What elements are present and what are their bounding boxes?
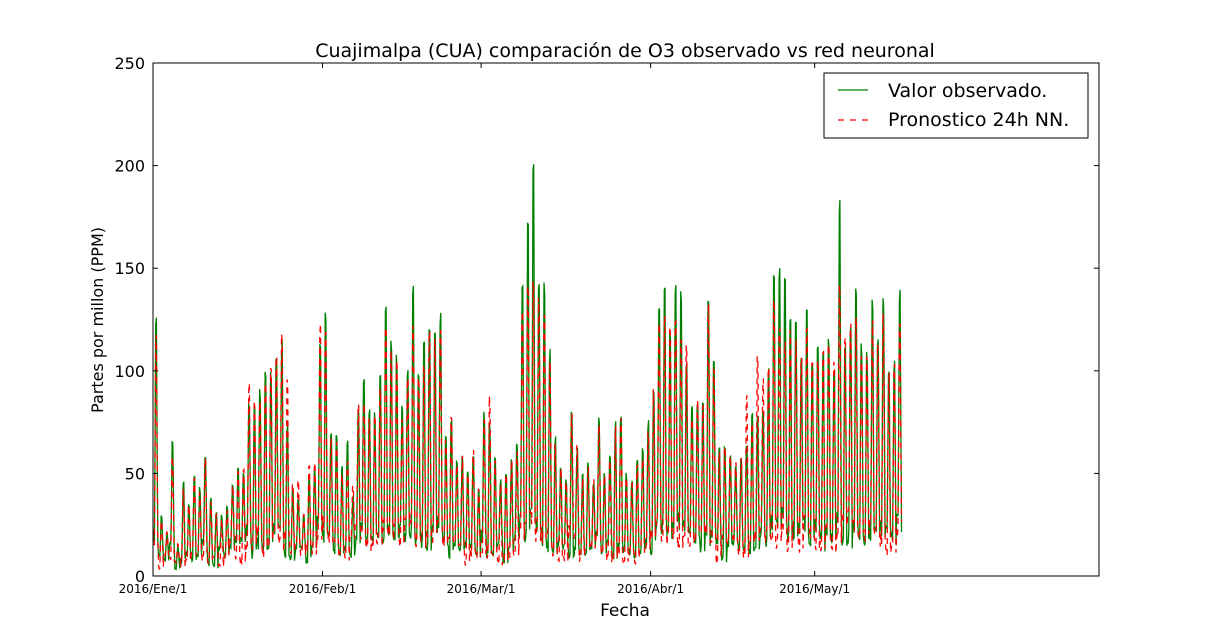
y-tick-label: 250 bbox=[114, 54, 145, 73]
series-line-pronostico bbox=[153, 281, 903, 570]
x-tick-label: 2016/Mar/1 bbox=[447, 582, 516, 596]
legend-box bbox=[823, 72, 1089, 139]
plot-frame bbox=[152, 62, 1100, 577]
legend-label-pronostico: Pronostico 24h NN. bbox=[888, 109, 1069, 131]
x-tick-label: 2016/Abr/1 bbox=[617, 582, 684, 596]
y-tick-label: 50 bbox=[125, 464, 145, 483]
x-tick-label: 2016/Ene/1 bbox=[119, 582, 188, 596]
x-axis-label: Fecha bbox=[600, 601, 650, 621]
legend-label-observado: Valor observado. bbox=[888, 80, 1047, 102]
x-tick-label: 2016/Feb/1 bbox=[289, 582, 357, 596]
y-tick-label: 0 bbox=[135, 567, 145, 586]
y-tick-label: 100 bbox=[114, 362, 145, 381]
y-tick-label: 150 bbox=[114, 259, 145, 278]
x-tick-label: 2016/May/1 bbox=[779, 582, 850, 596]
y-tick-label: 200 bbox=[114, 157, 145, 176]
legend: Valor observado. Pronostico 24h NN. bbox=[823, 72, 1089, 139]
chart-title: Cuajimalpa (CUA) comparación de O3 obser… bbox=[315, 40, 935, 62]
y-axis-label: Partes por millon (PPM) bbox=[88, 227, 107, 413]
